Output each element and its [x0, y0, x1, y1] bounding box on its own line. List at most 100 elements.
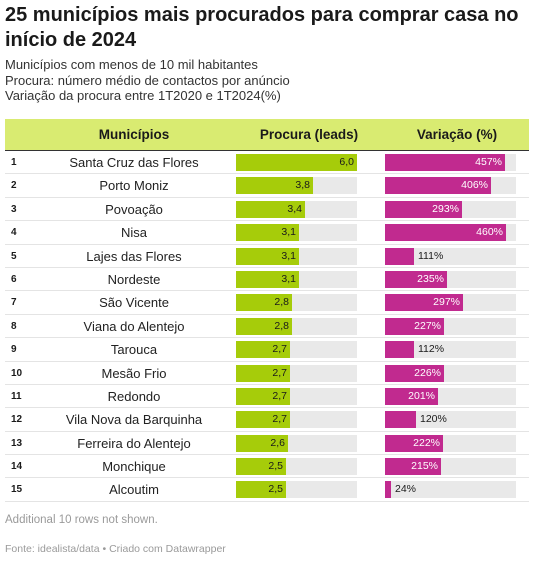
column-header-municipios[interactable]: Municípios — [98, 127, 170, 142]
procura-bar — [236, 177, 313, 195]
procura-track: 3,1 — [236, 247, 357, 265]
row-municipio: Lajes das Flores — [86, 248, 182, 264]
procura-value-label: 6,0 — [339, 156, 354, 168]
chart-title: 25 municípios mais procurados para compr… — [5, 4, 519, 51]
variacao-bar — [385, 481, 391, 499]
column-header-procura[interactable]: Procura (leads) — [259, 127, 359, 142]
subtitle-line: Municípios com menos de 10 mil habitante… — [5, 57, 258, 72]
procura-bar — [236, 247, 299, 265]
row-rank: 7 — [11, 297, 17, 309]
variacao-value-label: 293% — [432, 202, 459, 215]
procura-track: 2,7 — [236, 387, 357, 405]
variacao-track: 111% — [385, 247, 516, 265]
variacao-bar — [385, 458, 441, 476]
row-rank: 5 — [11, 250, 17, 262]
variacao-bar — [385, 224, 506, 242]
variacao-value-label: 201% — [408, 389, 435, 402]
procura-bar — [236, 200, 305, 218]
procura-track: 3,1 — [236, 270, 357, 288]
variacao-track: 24% — [385, 481, 516, 499]
row-rank: 13 — [11, 437, 23, 449]
procura-track: 2,7 — [236, 341, 357, 359]
variacao-bar — [385, 294, 463, 312]
procura-bar — [236, 364, 290, 382]
variacao-value-label: 235% — [417, 272, 444, 285]
procura-value-label: 2,5 — [268, 460, 283, 473]
table-row: 9 Tarouca 2,7 112% — [5, 338, 529, 362]
table-row: 15 Alcoutim 2,5 24% — [5, 478, 529, 502]
procura-bar — [236, 434, 288, 452]
variacao-track: 293% — [385, 200, 516, 218]
variacao-value-label: 24% — [395, 483, 417, 496]
procura-bar — [236, 411, 290, 429]
procura-track: 2,8 — [236, 294, 357, 312]
variacao-track: 226% — [385, 364, 516, 382]
table-row: 2 Porto Moniz 3,8 406% — [5, 174, 529, 198]
variacao-track: 215% — [385, 458, 516, 476]
variacao-value-label: 457% — [475, 156, 502, 168]
variacao-value-label: 297% — [433, 296, 460, 309]
procura-bar — [236, 294, 292, 312]
procura-value-label: 2,7 — [272, 389, 287, 402]
row-rank: 1 — [11, 157, 17, 168]
row-rank: 6 — [11, 273, 17, 285]
row-rank: 4 — [11, 227, 17, 239]
variacao-value-label: 227% — [414, 319, 441, 332]
table-header: Municípios Procura (leads) Variação (%) — [5, 119, 529, 151]
variacao-bar — [385, 177, 491, 195]
variacao-bar — [385, 341, 414, 359]
row-rank: 12 — [11, 414, 23, 426]
row-municipio: Monchique — [102, 459, 166, 475]
variacao-bar — [385, 247, 414, 265]
variacao-value-label: 112% — [418, 343, 445, 356]
variacao-value-label: 111% — [418, 249, 444, 262]
row-rank: 15 — [11, 484, 23, 496]
subtitle-line: Procura: número médio de contactos por a… — [5, 72, 290, 88]
row-municipio: Viana do Alentejo — [83, 318, 185, 334]
table-row: 13 Ferreira do Alentejo 2,6 222% — [5, 432, 529, 456]
variacao-value-label: 222% — [413, 436, 440, 449]
procura-bar — [236, 270, 299, 288]
table-row: 14 Monchique 2,5 215% — [5, 455, 529, 479]
table-row: 7 São Vicente 2,8 297% — [5, 291, 529, 315]
procura-track: 3,4 — [236, 200, 357, 218]
row-municipio: Nisa — [120, 225, 147, 241]
row-municipio: Porto Moniz — [99, 178, 169, 194]
variacao-value-label: 120% — [420, 413, 447, 426]
subtitle-line: Variação da procura entre 1T2020 e 1T202… — [5, 88, 281, 103]
row-municipio: Ferreira do Alentejo — [77, 435, 191, 451]
variacao-value-label: 460% — [476, 226, 503, 239]
variacao-track: 112% — [385, 341, 516, 359]
procura-value-label: 3,1 — [281, 272, 296, 285]
procura-value-label: 2,8 — [274, 319, 289, 332]
variacao-track: 227% — [385, 317, 516, 335]
row-rank: 8 — [11, 320, 17, 332]
variacao-track: 297% — [385, 294, 516, 312]
variacao-bar — [385, 387, 438, 405]
table-row: 5 Lajes das Flores 3,1 111% — [5, 245, 529, 268]
procura-track: 2,5 — [236, 481, 357, 499]
variacao-bar — [385, 200, 462, 218]
variacao-bar — [385, 364, 444, 382]
procura-value-label: 3,1 — [281, 226, 296, 239]
row-municipio: Alcoutim — [109, 482, 159, 498]
variacao-track: 460% — [385, 224, 516, 242]
source-credit: Fonte: idealista/data • Criado com Dataw… — [5, 543, 226, 555]
variacao-track: 222% — [385, 434, 516, 452]
row-rank: 10 — [11, 367, 23, 379]
row-municipio: Mesão Frio — [101, 365, 167, 381]
procura-track: 6,0 — [236, 154, 357, 171]
procura-bar — [236, 458, 286, 476]
variacao-value-label: 226% — [414, 366, 441, 379]
procura-track: 2,7 — [236, 411, 357, 429]
variacao-track: 235% — [385, 270, 516, 288]
procura-value-label: 2,8 — [274, 296, 289, 309]
procura-track: 2,6 — [236, 434, 357, 452]
table-row: 6 Nordeste 3,1 235% — [5, 268, 529, 292]
column-header-variacao[interactable]: Variação (%) — [416, 127, 498, 142]
row-municipio: Santa Cruz das Flores — [69, 155, 199, 170]
procura-value-label: 2,5 — [268, 483, 283, 496]
variacao-value-label: 406% — [461, 179, 488, 192]
row-municipio: Povoação — [105, 201, 163, 217]
row-rank: 14 — [11, 461, 23, 473]
